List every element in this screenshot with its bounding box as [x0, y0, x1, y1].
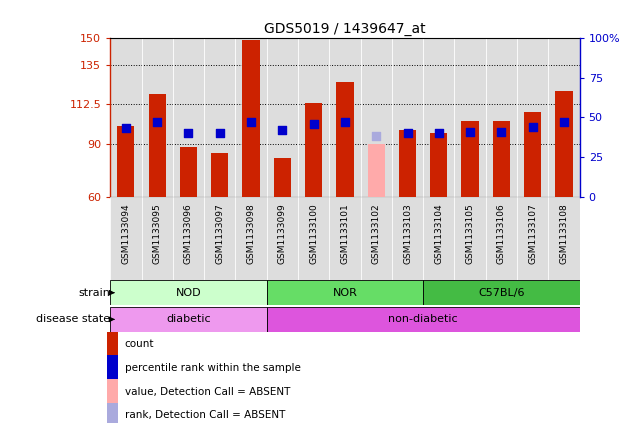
Text: GSM1133100: GSM1133100 — [309, 203, 318, 264]
Text: GSM1133108: GSM1133108 — [559, 203, 568, 264]
Bar — [107, 379, 118, 404]
Text: NOD: NOD — [176, 288, 202, 298]
Point — [434, 130, 444, 137]
Text: rank, Detection Call = ABSENT: rank, Detection Call = ABSENT — [125, 410, 285, 420]
Text: value, Detection Call = ABSENT: value, Detection Call = ABSENT — [125, 387, 290, 397]
Text: GSM1133098: GSM1133098 — [246, 203, 256, 264]
Text: disease state: disease state — [36, 314, 110, 324]
Text: NOR: NOR — [333, 288, 357, 298]
Text: GSM1133095: GSM1133095 — [152, 203, 162, 264]
Bar — [110, 197, 142, 280]
Point — [246, 119, 256, 126]
Bar — [524, 112, 541, 197]
Point — [371, 133, 381, 140]
Point — [496, 128, 507, 135]
Point — [465, 128, 475, 135]
Bar — [392, 197, 423, 280]
Bar — [107, 355, 118, 381]
Point — [309, 121, 319, 127]
Bar — [360, 197, 392, 280]
Text: GSM1133096: GSM1133096 — [184, 203, 193, 264]
Bar — [305, 103, 322, 197]
Text: C57BL/6: C57BL/6 — [478, 288, 525, 298]
Bar — [556, 91, 573, 197]
Text: GSM1133102: GSM1133102 — [372, 203, 381, 264]
Bar — [180, 147, 197, 197]
Bar — [486, 197, 517, 280]
Point — [403, 130, 413, 137]
Bar — [368, 144, 385, 197]
Point — [340, 119, 350, 126]
Point — [215, 130, 225, 137]
Bar — [493, 121, 510, 197]
Bar — [149, 94, 166, 197]
Text: GSM1133101: GSM1133101 — [340, 203, 350, 264]
Bar — [329, 197, 360, 280]
Bar — [204, 197, 236, 280]
Title: GDS5019 / 1439647_at: GDS5019 / 1439647_at — [264, 22, 426, 36]
Point — [121, 125, 131, 132]
Text: non-diabetic: non-diabetic — [388, 314, 458, 324]
Text: strain: strain — [78, 288, 110, 298]
Bar — [548, 197, 580, 280]
Bar — [107, 332, 118, 357]
Bar — [117, 126, 134, 197]
Bar — [399, 130, 416, 197]
Point — [528, 124, 538, 130]
Text: count: count — [125, 339, 154, 349]
Bar — [462, 121, 479, 197]
Bar — [110, 280, 266, 305]
Point — [559, 119, 569, 126]
Bar — [243, 40, 260, 197]
Bar — [430, 133, 447, 197]
Bar — [298, 197, 329, 280]
Text: percentile rank within the sample: percentile rank within the sample — [125, 363, 301, 373]
Point — [152, 119, 163, 126]
Text: GSM1133106: GSM1133106 — [497, 203, 506, 264]
Bar — [266, 197, 298, 280]
Bar — [266, 280, 423, 305]
Text: GSM1133103: GSM1133103 — [403, 203, 412, 264]
Bar — [336, 82, 353, 197]
Text: GSM1133107: GSM1133107 — [528, 203, 537, 264]
Text: GSM1133094: GSM1133094 — [122, 203, 130, 264]
Text: GSM1133105: GSM1133105 — [466, 203, 474, 264]
Bar — [517, 197, 548, 280]
Bar — [211, 153, 228, 197]
Point — [183, 130, 193, 137]
Bar — [110, 307, 266, 332]
Bar — [423, 280, 580, 305]
Bar — [454, 197, 486, 280]
Text: GSM1133104: GSM1133104 — [434, 203, 444, 264]
Point — [277, 127, 287, 134]
Bar — [423, 197, 454, 280]
Text: GSM1133099: GSM1133099 — [278, 203, 287, 264]
Bar — [236, 197, 266, 280]
Text: diabetic: diabetic — [166, 314, 211, 324]
Bar — [266, 307, 580, 332]
Bar — [107, 403, 118, 423]
Bar — [173, 197, 204, 280]
Bar — [274, 158, 291, 197]
Bar — [142, 197, 173, 280]
Text: GSM1133097: GSM1133097 — [215, 203, 224, 264]
